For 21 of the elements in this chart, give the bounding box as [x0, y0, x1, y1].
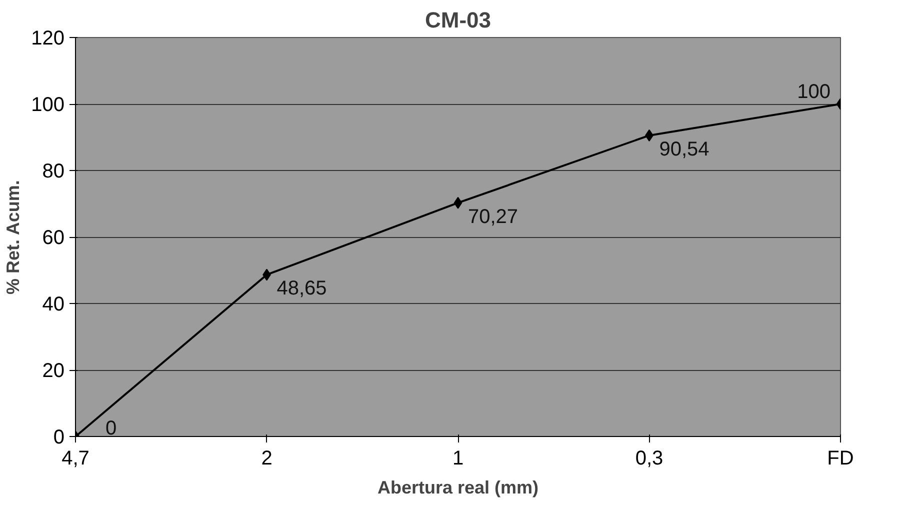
- data-label: 0: [106, 418, 117, 440]
- y-tick-label: 40: [42, 294, 65, 316]
- x-tick-label: 4,7: [62, 448, 90, 470]
- x-axis-title: Abertura real (mm): [377, 478, 539, 498]
- x-tick-label: 1: [452, 448, 464, 470]
- y-tick-label: 80: [42, 160, 65, 182]
- x-tick-label: FD: [827, 448, 854, 470]
- point: [454, 196, 462, 209]
- y-tick-label: 100: [31, 94, 65, 116]
- y-axis-title: % Ret. Acum.: [3, 180, 24, 295]
- y-tick-label: 60: [42, 227, 65, 249]
- chart-title: CM-03: [424, 8, 492, 32]
- data-label: 70,27: [468, 206, 518, 228]
- data-label: 48,65: [276, 278, 327, 300]
- x-tick-label: 2: [261, 448, 272, 470]
- data-label: 100: [797, 81, 831, 103]
- x-tick-label: 0,3: [635, 448, 664, 470]
- y-tick-label: 0: [53, 426, 64, 448]
- data-label: 90,54: [659, 138, 710, 160]
- y-tick-label: 120: [31, 28, 65, 50]
- y-tick-label: 20: [42, 360, 65, 382]
